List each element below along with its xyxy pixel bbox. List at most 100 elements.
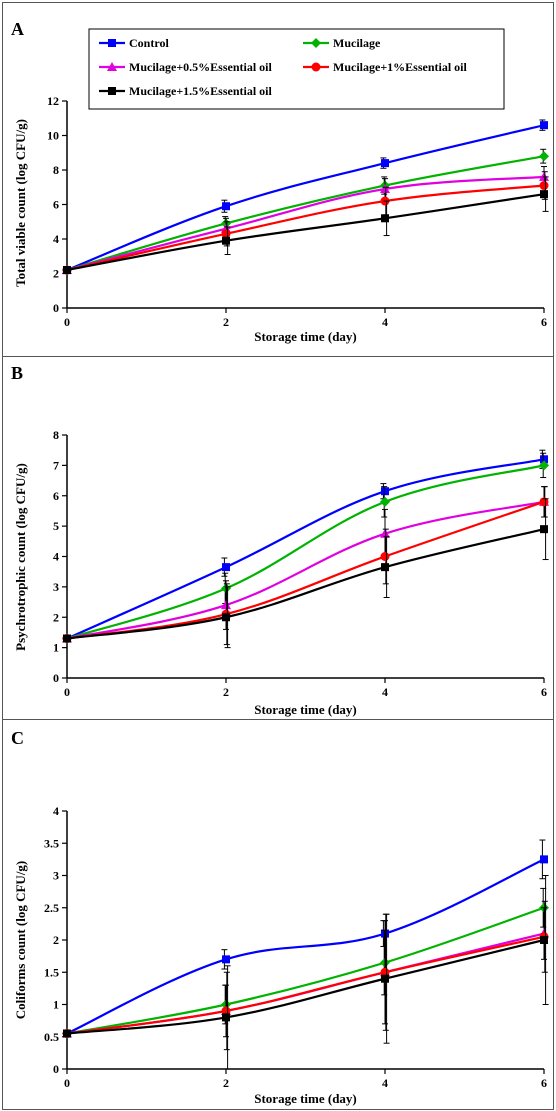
data-point-c-4-3 [540, 936, 548, 944]
y-tick-label-b: 5 [53, 519, 59, 533]
data-point-a-1-3 [539, 151, 549, 162]
series-line-b-4 [66, 528, 545, 640]
y-tick-label-c: 0 [53, 1062, 59, 1076]
legend-label-3: Mucilage+1%Essential oil [333, 60, 468, 74]
x-tick-label-b: 0 [64, 685, 70, 699]
data-point-b-2-2 [380, 528, 390, 538]
y-axis-label-a: Total viable count (log CFU/g) [13, 119, 28, 287]
y-tick-label-c: 2 [53, 933, 59, 947]
x-tick-label-a: 6 [541, 315, 547, 329]
legend-marker-2 [107, 62, 117, 71]
data-point-b-0-1 [222, 563, 230, 572]
series-line-a-0 [66, 124, 545, 272]
y-tick-label-c: 0.5 [44, 1030, 59, 1044]
data-point-b-4-1 [222, 613, 230, 622]
legend-label-0: Control [129, 36, 169, 50]
y-tick-label-a: 4 [53, 232, 59, 246]
legend-label-4: Mucilage+1.5%Essential oil [129, 84, 273, 98]
x-tick-label-c: 6 [541, 1076, 547, 1090]
legend-box [88, 28, 505, 110]
y-tick-label-b: 2 [53, 610, 59, 624]
series-line-c-0 [66, 858, 545, 1035]
data-point-a-0-2 [381, 159, 389, 168]
y-tick-label-b: 6 [53, 489, 59, 503]
panel-label-c: C [11, 728, 24, 748]
data-point-c-0-3 [540, 855, 548, 864]
data-point-c-3-1 [221, 1006, 231, 1016]
panel-b: B 0 1 2 3 4 5 6 7 8 0 2 4 6 Storage time (day) Psychrot… [2, 356, 554, 720]
y-tick-label-b: 3 [53, 580, 59, 594]
y-tick-label-b: 1 [53, 641, 59, 655]
series-line-b-1 [66, 464, 545, 640]
series-line-a-3 [66, 184, 545, 272]
data-point-a-4-1 [222, 236, 230, 245]
legend-marker-1 [311, 38, 321, 48]
data-point-b-3-3 [539, 497, 549, 507]
y-tick-label-b: 8 [53, 428, 59, 442]
data-point-c-3-2 [380, 967, 390, 977]
chart-b-svg: B 0 1 2 3 4 5 6 7 8 0 2 4 6 Storage time (day) Psychrot… [11, 363, 549, 717]
chart-a-svg: A 0 2 4 6 8 10 12 0 2 4 6 Storage time (day) Total vi… [11, 19, 549, 344]
series-line-c-1 [66, 906, 545, 1035]
data-point-a-4-3 [540, 190, 548, 199]
data-point-a-4-2 [381, 214, 389, 223]
legend-label-1: Mucilage [333, 36, 381, 50]
panel-a: A 0 2 4 6 8 10 12 0 2 4 6 Storage time (day) Total vi… [2, 2, 554, 357]
data-point-c-4-2 [381, 974, 389, 983]
legend-marker-3 [311, 62, 321, 72]
x-axis-label-a: Storage time (day) [254, 329, 357, 344]
panel-label-b: B [11, 363, 23, 383]
x-tick-label-a: 2 [223, 315, 229, 329]
data-point-c-4-1 [222, 1013, 230, 1022]
x-tick-label-c: 0 [64, 1076, 70, 1090]
series-line-b-0 [66, 458, 545, 640]
data-point-b-1-2 [380, 496, 390, 507]
x-tick-label-a: 0 [64, 315, 70, 329]
y-tick-label-b: 0 [53, 671, 59, 685]
data-point-b-4-3 [540, 525, 548, 534]
data-point-a-0-1 [222, 202, 230, 211]
x-tick-label-a: 4 [382, 315, 388, 329]
legend: Control Mucilage Mucilage+0.5%Essential oi… [88, 28, 505, 110]
series-line-c-2 [66, 932, 545, 1035]
y-tick-label-c: 3 [53, 869, 59, 883]
legend-marker-0 [108, 39, 116, 47]
data-point-b-3-2 [380, 552, 390, 561]
y-tick-label-c: 1.5 [44, 965, 59, 979]
x-tick-label-b: 4 [382, 685, 388, 699]
y-tick-label-a: 6 [53, 198, 59, 212]
series-line-a-2 [66, 175, 545, 272]
y-tick-label-a: 10 [47, 129, 59, 143]
y-tick-label-a: 12 [47, 94, 59, 108]
x-tick-label-c: 4 [382, 1076, 388, 1090]
data-point-b-0-2 [381, 487, 389, 496]
data-point-a-3-1 [221, 229, 231, 239]
series-line-c-3 [66, 935, 545, 1035]
data-point-c-0-1 [222, 955, 230, 964]
data-point-a-2-2 [380, 183, 390, 193]
series-line-a-4 [66, 193, 545, 272]
x-axis-label-b: Storage time (day) [254, 702, 357, 717]
chart-c-svg: C 0 0.5 1 1.5 2 2.5 3 3.5 4 0 2 4 6 Storage time (day)… [11, 728, 549, 1106]
data-point-b-1-3 [539, 460, 549, 471]
y-tick-label-c: 1 [53, 998, 59, 1012]
data-point-a-0-3 [540, 121, 548, 130]
x-tick-label-b: 2 [223, 685, 229, 699]
data-point-b-4-0 [63, 634, 71, 643]
panel-label-a: A [11, 19, 24, 39]
x-tick-label-b: 6 [541, 685, 547, 699]
y-tick-label-c: 3.5 [44, 836, 59, 850]
data-point-a-4-0 [63, 266, 71, 275]
y-tick-label-b: 4 [53, 550, 59, 564]
y-tick-label-b: 7 [53, 458, 59, 472]
x-axis-label-c: Storage time (day) [254, 1091, 357, 1106]
x-tick-label-c: 2 [223, 1076, 229, 1090]
legend-label-2: Mucilage+0.5%Essential oil [129, 60, 273, 74]
data-point-b-0-3 [540, 455, 548, 464]
series-line-a-1 [66, 155, 545, 272]
y-tick-label-a: 0 [53, 301, 59, 315]
panel-c: C 0 0.5 1 1.5 2 2.5 3 3.5 4 0 2 4 6 Storage time (day)… [2, 719, 554, 1110]
series-line-c-4 [66, 938, 545, 1035]
series-line-b-2 [66, 500, 545, 640]
y-tick-label-c: 2.5 [44, 901, 59, 915]
